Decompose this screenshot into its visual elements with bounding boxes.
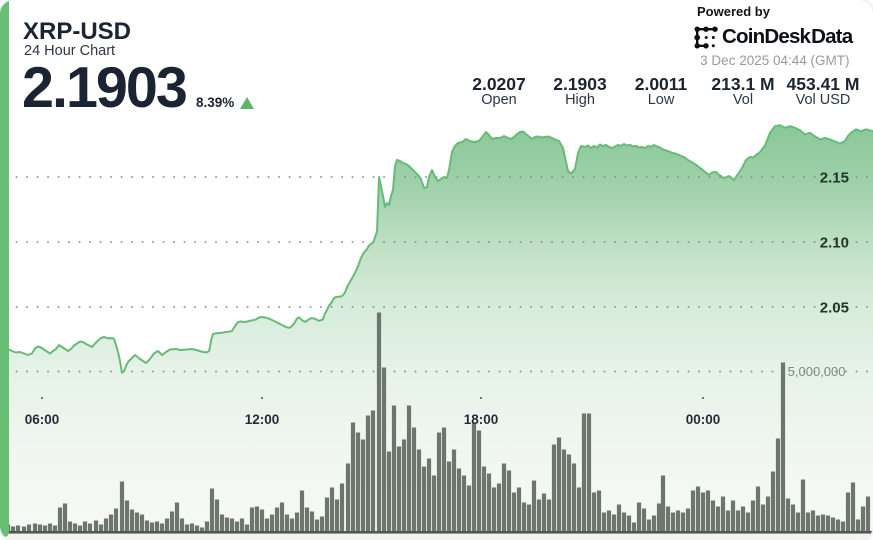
svg-text:12:00: 12:00 xyxy=(245,412,280,427)
svg-text:2.05: 2.05 xyxy=(820,299,849,316)
svg-text:06:00: 06:00 xyxy=(25,412,60,427)
svg-text:2.10: 2.10 xyxy=(820,234,849,251)
svg-text:5,000,000: 5,000,000 xyxy=(788,364,846,379)
svg-text:00:00: 00:00 xyxy=(686,412,721,427)
svg-text:18:00: 18:00 xyxy=(464,412,499,427)
svg-text:2.15: 2.15 xyxy=(820,169,849,186)
